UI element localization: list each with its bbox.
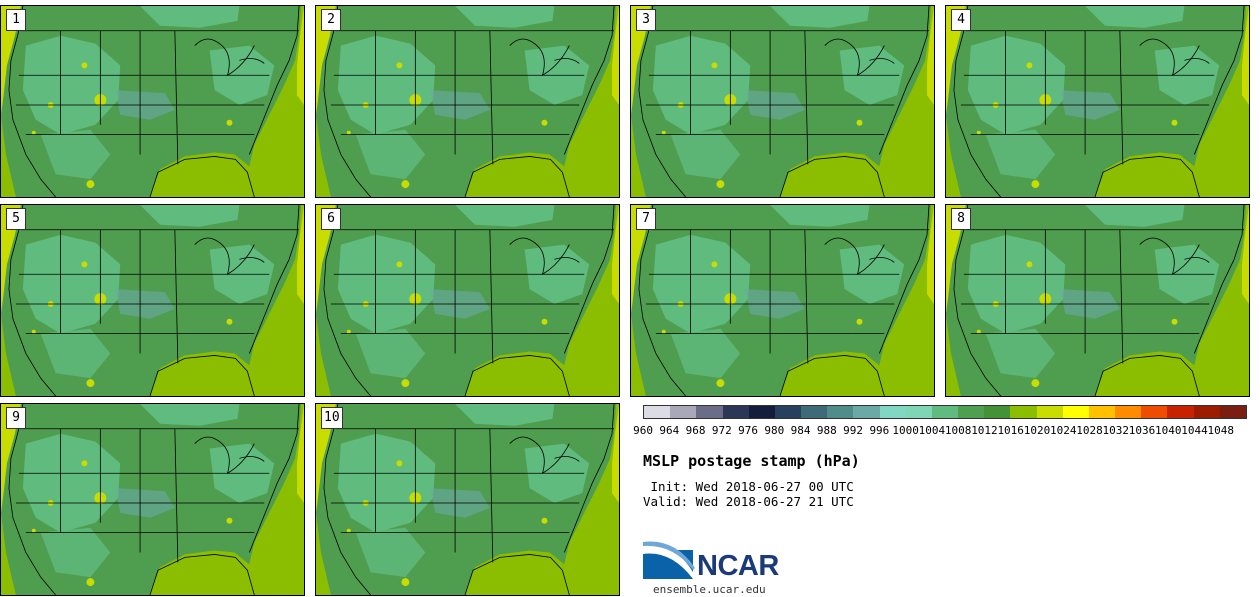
- colorbar-segment: [1036, 406, 1063, 418]
- colorbar-tick-label: 968: [685, 424, 706, 437]
- colorbar-tick-label: 1044: [1181, 424, 1208, 437]
- colorbar-tick-label: 960: [633, 424, 653, 437]
- mslp-map: [946, 205, 1249, 396]
- colorbar-segment: [670, 406, 697, 418]
- colorbar-segment: [905, 406, 932, 418]
- ensemble-member-panel: 3: [630, 5, 935, 198]
- colorbar-segment: [1010, 406, 1037, 418]
- colorbar-tick-label: 1020: [1023, 424, 1051, 437]
- ncar-wordmark: NCAR: [697, 550, 779, 582]
- colorbar-segment: [958, 406, 985, 418]
- mslp-map: [1, 205, 304, 396]
- colorbar-segment: [722, 406, 749, 418]
- mslp-map: [946, 6, 1249, 197]
- pressure-colorbar: [643, 405, 1247, 419]
- colorbar-segment: [774, 406, 802, 418]
- member-number-label: 9: [6, 407, 26, 429]
- colorbar-tick-label: 1028: [1076, 424, 1103, 437]
- ncar-logo-icon: [643, 541, 695, 579]
- chart-title: MSLP postage stamp (hPa): [643, 452, 860, 470]
- mslp-map: [1, 6, 304, 197]
- member-number-label: 2: [321, 9, 341, 31]
- website-label: ensemble.ucar.edu: [653, 583, 766, 596]
- colorbar-segment: [1115, 406, 1142, 418]
- colorbar-tick-label: 1048: [1207, 424, 1235, 437]
- mslp-map: [316, 404, 619, 595]
- colorbar-segment: [748, 406, 775, 418]
- member-number-label: 7: [636, 208, 656, 230]
- colorbar-segment: [1088, 406, 1116, 418]
- member-number-label: 4: [951, 9, 971, 31]
- colorbar-tick-label: 1032: [1102, 424, 1129, 437]
- colorbar-tick-label: 1024: [1049, 424, 1077, 437]
- colorbar-tick-label: 992: [843, 424, 864, 437]
- ensemble-member-panel: 2: [315, 5, 620, 198]
- colorbar-segment: [696, 406, 723, 418]
- colorbar-tick-label: 964: [659, 424, 680, 437]
- ensemble-member-panel: 10: [315, 403, 620, 596]
- colorbar-segment: [1062, 406, 1089, 418]
- ensemble-member-panel: 1: [0, 5, 305, 198]
- colorbar-tick-label: 976: [738, 424, 759, 437]
- colorbar-segment: [1167, 406, 1194, 418]
- colorbar-tick-label: 1000: [892, 424, 919, 437]
- mslp-map: [1, 404, 304, 595]
- member-number-label: 8: [951, 208, 971, 230]
- colorbar-tick-labels: 960 964 968 972 976 980 984 988 992 996 1000 1004 10…: [632, 424, 1260, 438]
- member-number-label: 6: [321, 208, 341, 230]
- colorbar-tick-label: 1004: [918, 424, 946, 437]
- colorbar-segment: [1219, 406, 1246, 418]
- member-number-label: 1: [6, 9, 26, 31]
- mslp-map: [316, 6, 619, 197]
- ensemble-member-panel: 4: [945, 5, 1250, 198]
- ensemble-member-panel: 5: [0, 204, 305, 397]
- valid-time: Valid: Wed 2018-06-27 21 UTC: [643, 494, 854, 509]
- colorbar-tick-label: 984: [790, 424, 811, 437]
- mslp-map: [316, 205, 619, 396]
- member-number-label: 3: [636, 9, 656, 31]
- colorbar-tick-label: 1008: [944, 424, 972, 437]
- ensemble-member-panel: 7: [630, 204, 935, 397]
- colorbar-tick-label: 996: [869, 424, 890, 437]
- member-number-label: 5: [6, 208, 26, 230]
- colorbar-segment: [853, 406, 880, 418]
- colorbar-segment: [879, 406, 906, 418]
- mslp-map: [631, 205, 934, 396]
- colorbar-segment: [827, 406, 854, 418]
- mslp-map: [631, 6, 934, 197]
- colorbar-tick-label: 1012: [971, 424, 998, 437]
- colorbar-tick-label: 980: [764, 424, 785, 437]
- ensemble-member-panel: 6: [315, 204, 620, 397]
- colorbar-tick-label: 1040: [1155, 424, 1182, 437]
- colorbar-segment: [801, 406, 828, 418]
- member-number-label: 10: [321, 407, 343, 429]
- colorbar-tick-label: 1016: [997, 424, 1024, 437]
- colorbar-segment: [984, 406, 1011, 418]
- ensemble-member-panel: 9: [0, 403, 305, 596]
- colorbar-segment: [931, 406, 959, 418]
- ensemble-member-panel: 8: [945, 204, 1250, 397]
- colorbar-tick-label: 1036: [1128, 424, 1156, 437]
- colorbar-tick-label: 972: [711, 424, 732, 437]
- colorbar-segment: [644, 406, 671, 418]
- init-time: Init: Wed 2018-06-27 00 UTC: [643, 479, 854, 494]
- colorbar-segment: [1141, 406, 1168, 418]
- colorbar-tick-label: 988: [816, 424, 837, 437]
- colorbar-segment: [1193, 406, 1220, 418]
